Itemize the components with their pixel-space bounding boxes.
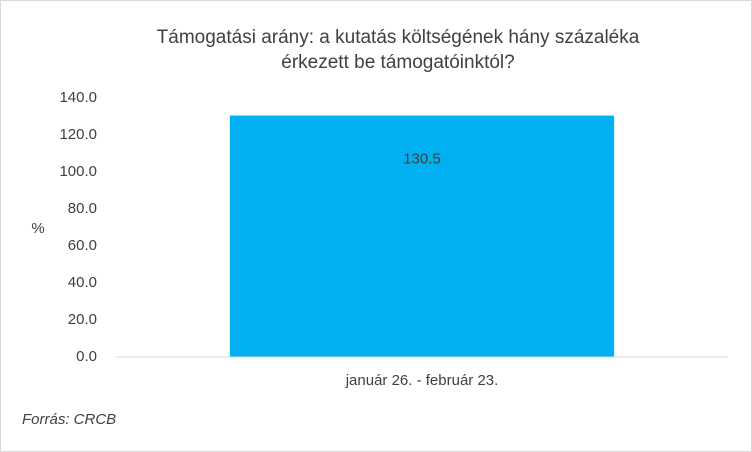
y-tick-label: 0.0 [76,348,97,365]
y-tick-label: 20.0 [68,311,97,328]
y-tick-label: 80.0 [68,200,97,217]
y-tick-label: 100.0 [59,163,97,180]
data-label: 130.5 [403,151,441,168]
chart-title: érkezett be támogatóinktól? [281,52,514,73]
bar [229,115,615,357]
y-tick-label: 40.0 [68,274,97,291]
x-tick-label: január 26. - február 23. [345,372,499,389]
y-tick-label: 120.0 [59,126,97,143]
source-note: Forrás: CRCB [22,411,116,428]
chart-title: Támogatási arány: a kutatás költségének … [157,27,640,48]
y-tick-label: 140.0 [59,89,97,106]
y-tick-label: 60.0 [68,237,97,254]
y-axis-label: % [31,220,44,237]
